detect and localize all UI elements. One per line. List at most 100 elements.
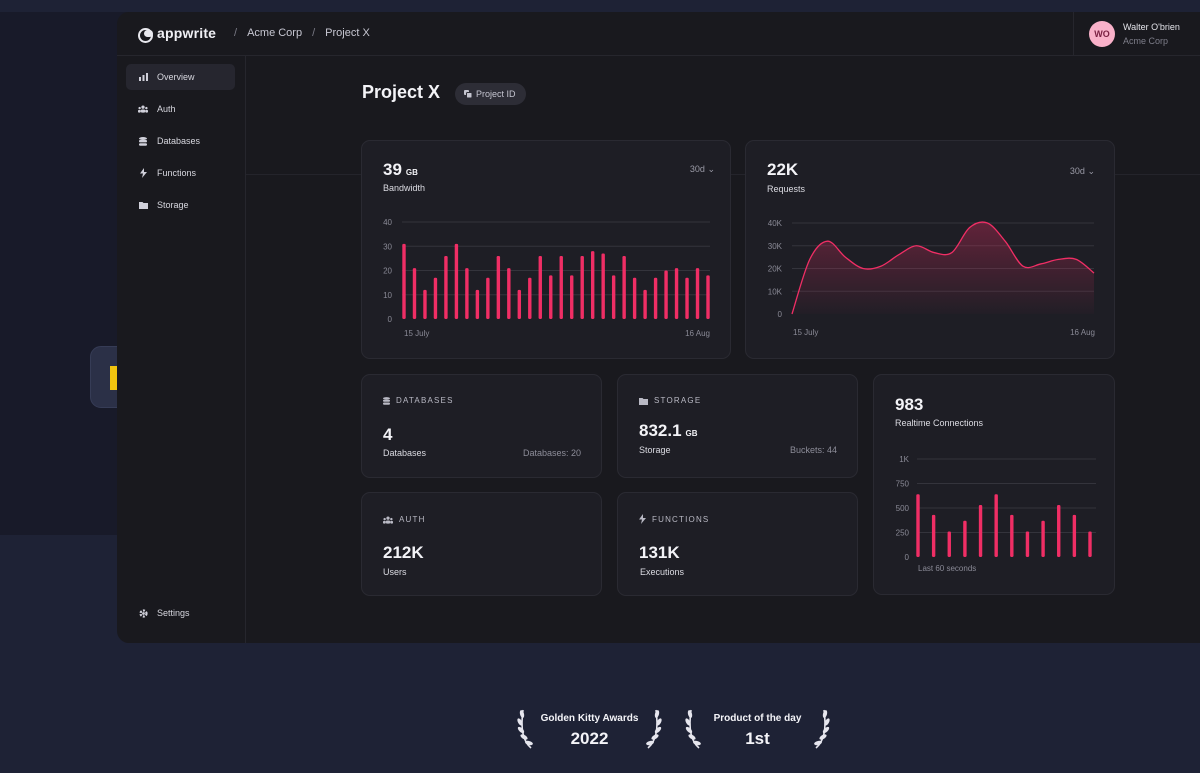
functions-heading: FUNCTIONS [639,514,709,524]
realtime-value: 983 [895,395,924,414]
chart-bar [622,255,626,319]
top-bar: appwrite / Acme Corp / Project X WO Walt… [117,12,1200,56]
appwrite-logo[interactable]: appwrite [138,25,217,43]
chart-bar [611,275,616,319]
y-tick-label: 1K [899,455,909,464]
auth-value: 212K [383,543,424,562]
users-icon [383,516,393,524]
range-value: 30d [1069,166,1085,176]
sidebar: Overview Auth Databases Functions Storag… [117,56,246,643]
requests-value: 22K [767,160,799,179]
sidebar-item-auth[interactable]: Auth [126,96,235,122]
chart-bar [1041,520,1045,557]
database-icon [138,136,148,146]
breadcrumb-separator: / [234,27,238,39]
heading-text: FUNCTIONS [652,514,710,524]
chart-bar [664,270,668,319]
bandwidth-label: Bandwidth [383,183,426,193]
storage-value: 832.1 GB [639,421,698,441]
y-tick-label: 30 [383,242,392,251]
databases-label: Databases [383,448,427,458]
avatar[interactable]: WO [1089,21,1115,47]
y-tick-label: 0 [388,315,393,324]
chart-bar [402,243,406,319]
lightning-icon [138,168,148,178]
realtime-card: 983 Realtime Connections 0 250 500 750 1K Las… [873,374,1115,595]
breadcrumb-org[interactable]: Acme Corp [247,27,303,39]
user-menu[interactable]: WO Walter O'brien Acme Corp [1073,12,1200,56]
sidebar-item-functions[interactable]: Functions [126,160,235,186]
chart-bar [496,255,501,319]
bandwidth-value: 39 GB [383,160,418,180]
sidebar-item-databases[interactable]: Databases [126,128,235,154]
chart-bar [695,268,700,319]
chart-bar [1010,514,1014,557]
y-tick-label: 0 [778,310,783,319]
laurel-right-icon [814,709,830,749]
chart-bar [685,277,689,319]
logo-text: appwrite [157,25,217,41]
functions-label: Executions [640,567,685,577]
breadcrumb-project[interactable]: Project X [325,27,370,39]
sidebar-item-settings[interactable]: Settings [126,600,235,626]
chart-bar [570,275,574,319]
project-id-button[interactable]: Project ID [455,83,526,105]
y-tick-label: 40 [383,218,392,227]
bandwidth-card: 39 GB Bandwidth 30d ⌄ 0 10 20 30 40 15 July 16 … [361,140,731,359]
chart-bar [1088,531,1092,557]
auth-card[interactable]: AUTH 212K Users [361,492,602,596]
heading-text: STORAGE [654,396,702,405]
award-title: Golden Kitty Awards [540,713,639,724]
award-value: 2022 [570,729,609,748]
y-tick-label: 30K [768,242,783,251]
sidebar-item-label: Functions [157,168,197,178]
bar-chart-icon [138,73,148,81]
chart-bar [643,289,647,319]
requests-area [792,222,1094,314]
storage-heading: STORAGE [639,396,701,405]
sidebar-item-overview[interactable]: Overview [126,64,235,90]
chart-bar [454,243,459,319]
chart-bar [963,520,967,557]
database-icon [383,396,390,405]
requests-line [791,221,1095,315]
chart-bar [1057,505,1061,557]
award-value: 1st [745,729,770,748]
project-id-label: Project ID [476,89,516,99]
user-org: Acme Corp [1123,36,1169,46]
sidebar-item-storage[interactable]: Storage [126,192,235,218]
y-tick-label: 20K [768,265,783,274]
chart-bar [549,275,553,319]
y-tick-label: 250 [896,529,910,538]
bandwidth-range-select[interactable]: 30d ⌄ [690,164,715,175]
functions-value: 131K [639,543,680,562]
sidebar-item-label: Overview [157,72,195,82]
chart-bar [412,268,417,319]
y-tick-label: 40K [768,219,783,228]
realtime-chart: 0 250 500 750 1K Last 60 seconds [896,455,1096,573]
x-end-label: 16 Aug [1070,328,1095,337]
sidebar-item-label: Storage [157,200,189,210]
databases-card[interactable]: DATABASES 4 Databases Databases: 20 [361,374,602,478]
award-golden-kitty: Golden Kitty Awards 2022 [517,704,662,752]
chart-bar [632,277,637,319]
functions-card[interactable]: FUNCTIONS 131K Executions [617,492,858,596]
chart-bar [590,251,595,319]
heading-text: DATABASES [396,396,454,405]
requests-range-select[interactable]: 30d ⌄ [1070,166,1095,177]
laurel-right-icon [646,709,662,749]
bandwidth-unit: GB [405,168,418,177]
y-tick-label: 750 [896,480,910,489]
chart-bar [517,289,522,319]
copy-icon [464,90,472,98]
storage-number: 832.1 [639,421,682,440]
y-tick-label: 0 [905,553,910,562]
databases-heading: DATABASES [383,396,454,405]
folder-icon [639,397,648,405]
sidebar-item-label: Auth [157,104,176,114]
laurel-left-icon [517,709,533,749]
y-tick-label: 500 [896,504,910,513]
storage-card[interactable]: STORAGE 832.1 GB Storage Buckets: 44 [617,374,858,478]
appwrite-logo-icon [138,27,153,43]
chart-bar [538,255,542,319]
